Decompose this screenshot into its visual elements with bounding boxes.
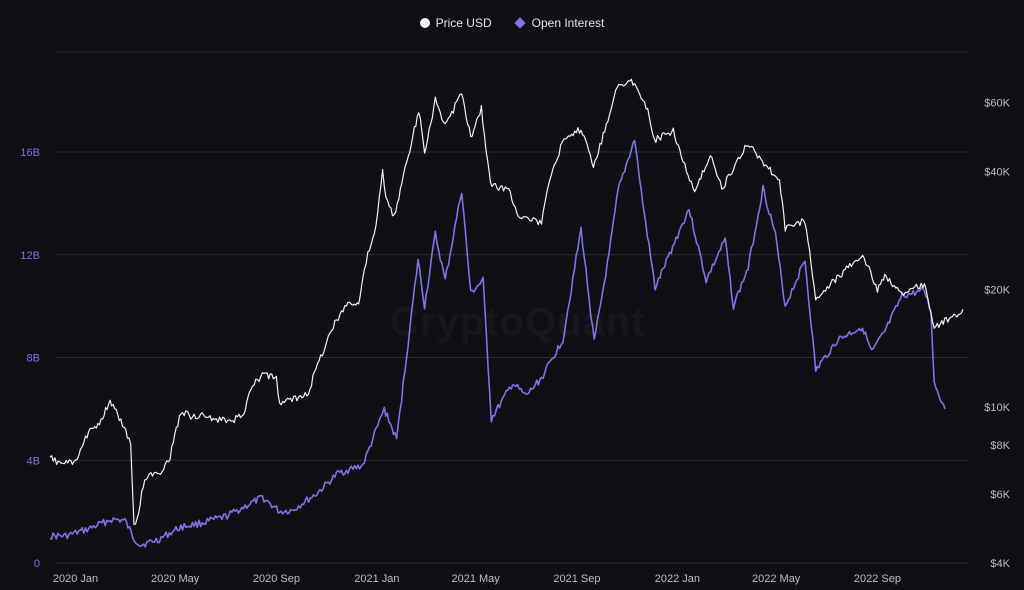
y-right-tick-label: $20K [984, 284, 1010, 296]
series-lines [49, 78, 964, 548]
y-left-tick-label: 4B [27, 455, 40, 467]
grid-lines [56, 51, 968, 564]
legend-item-price[interactable]: Price USD [419, 16, 492, 30]
x-tick-label: 2022 Jan [655, 573, 700, 585]
left-axis: 0 4B 8B 12B 16B [20, 147, 40, 570]
y-right-tick-label: $8K [990, 440, 1010, 452]
series-line-open-interest [49, 139, 946, 548]
x-tick-label: 2021 Jan [354, 573, 399, 585]
right-axis: $4K $6K $8K $10K $20K $40K $60K [984, 98, 1010, 570]
x-tick-label: 2022 May [752, 573, 801, 585]
x-tick-label: 2021 May [451, 573, 500, 585]
x-tick-label: 2020 May [151, 573, 200, 585]
legend-label-open-interest: Open Interest [531, 16, 605, 30]
y-right-tick-label: $10K [984, 402, 1010, 414]
legend: Price USD Open Interest [0, 16, 1024, 30]
y-right-tick-label: $60K [984, 98, 1010, 110]
circle-marker-icon [419, 18, 430, 28]
y-left-tick-label: 16B [20, 147, 40, 159]
series-line-price [49, 78, 964, 526]
x-tick-label: 2021 Sep [553, 573, 600, 585]
y-left-tick-label: 0 [34, 558, 40, 570]
x-axis: 2020 Jan 2020 May 2020 Sep 2021 Jan 2021 May… [53, 573, 901, 585]
legend-label-price: Price USD [435, 16, 492, 30]
y-left-tick-label: 12B [20, 250, 40, 262]
y-left-tick-label: 8B [27, 353, 40, 365]
legend-item-open-interest[interactable]: Open Interest [513, 16, 605, 30]
diamond-marker-icon [513, 17, 526, 29]
x-tick-label: 2020 Sep [253, 573, 300, 585]
y-right-tick-label: $4K [990, 558, 1010, 570]
y-right-tick-label: $6K [990, 489, 1010, 501]
x-tick-label: 2020 Jan [53, 573, 98, 585]
x-tick-label: 2022 Sep [854, 573, 901, 585]
watermark: CryptoQuant [390, 300, 645, 345]
y-right-tick-label: $40K [984, 167, 1010, 179]
